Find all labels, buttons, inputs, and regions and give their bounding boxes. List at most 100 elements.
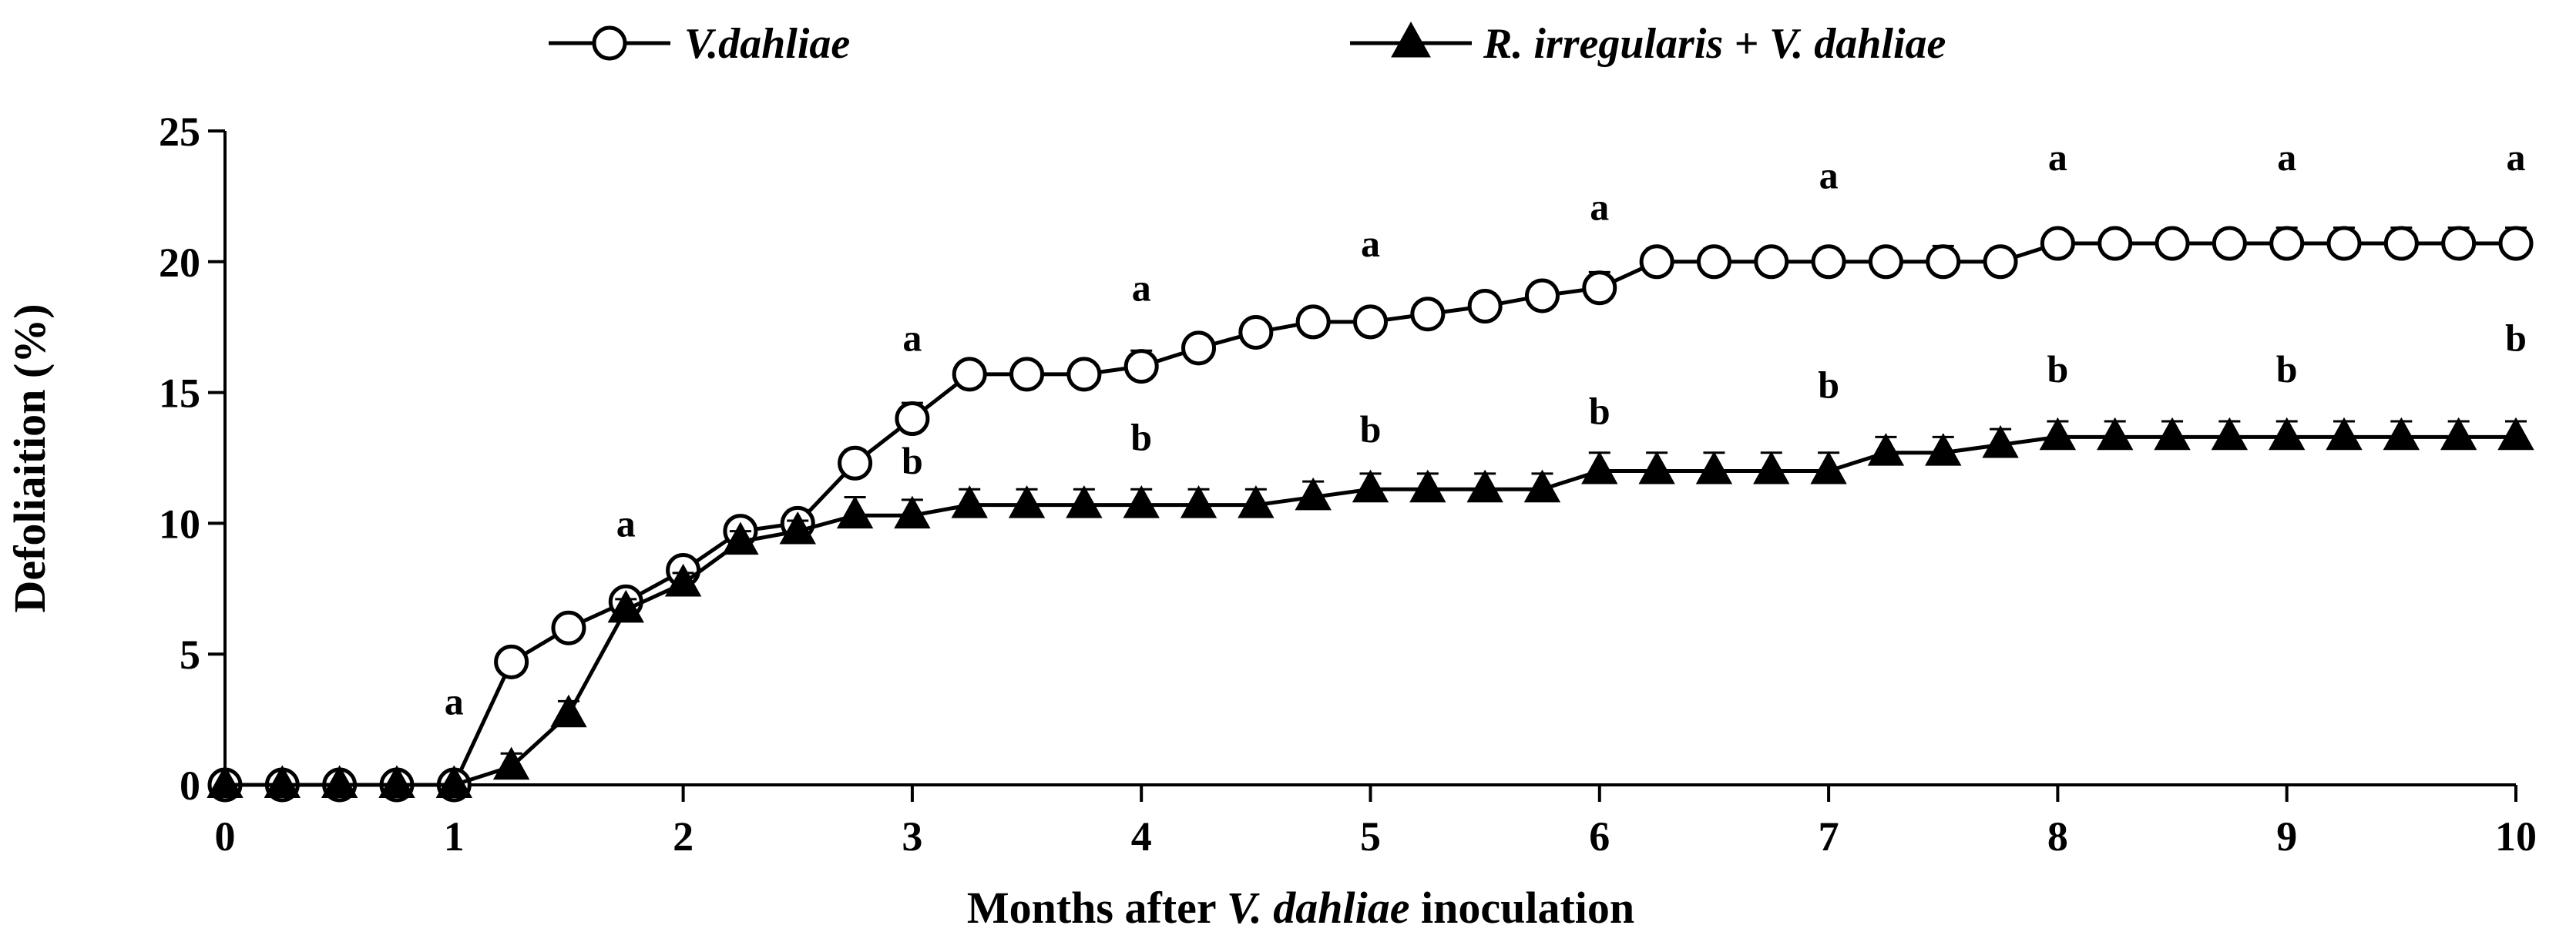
data-point <box>1753 451 1790 484</box>
x-axis: 0 1 2 3 4 5 6 7 8 9 10 <box>215 783 2537 860</box>
y-tick-label: 5 <box>180 632 200 678</box>
data-point <box>722 521 759 555</box>
significance-letter: a <box>445 679 464 722</box>
data-point <box>1754 244 1789 280</box>
data-point <box>2154 417 2191 451</box>
data-point <box>1868 244 1903 280</box>
data-point <box>2326 226 2362 261</box>
significance-letters: a a a b a b a b a b a b a b a b a b <box>445 136 2527 722</box>
data-point <box>1523 469 1561 503</box>
x-tick-label: 4 <box>1131 813 1152 860</box>
significance-letter: b <box>1360 407 1382 451</box>
data-point <box>895 401 930 437</box>
data-point <box>1867 433 1905 466</box>
significance-letter: a <box>1819 154 1839 197</box>
data-point <box>1353 304 1388 340</box>
data-point <box>2211 417 2249 451</box>
data-point <box>2212 226 2247 261</box>
data-point <box>664 563 702 597</box>
series-layer <box>207 226 2534 803</box>
x-tick-label: 5 <box>1360 813 1381 860</box>
data-point <box>2497 417 2534 451</box>
data-point <box>1466 469 1503 503</box>
y-axis-title: Defoliaition (%) <box>5 303 55 612</box>
x-tick-label: 8 <box>2047 813 2068 860</box>
data-point <box>2383 226 2419 261</box>
data-point <box>1695 451 1733 484</box>
significance-letter: a <box>616 501 636 545</box>
significance-letter: a <box>2507 136 2526 179</box>
data-point <box>435 765 473 798</box>
significance-letter: a <box>2277 136 2296 179</box>
significance-letter: a <box>1361 222 1380 265</box>
significance-letter: a <box>1132 267 1151 310</box>
y-tick-label: 25 <box>159 109 200 155</box>
data-point <box>1810 451 1847 484</box>
y-tick-label: 15 <box>159 370 200 417</box>
y-tick-label: 20 <box>159 240 200 286</box>
data-point <box>492 746 530 780</box>
data-point <box>2039 417 2077 451</box>
significance-letter: a <box>2048 136 2067 179</box>
data-point <box>321 765 358 798</box>
data-point <box>1238 314 1274 350</box>
legend-label: R. irregularis + V. dahliae <box>1483 20 1946 68</box>
data-point <box>494 644 529 679</box>
legend-marker-triangle <box>1391 22 1431 58</box>
data-point <box>1008 485 1046 518</box>
legend-item-1: R. irregularis + V. dahliae <box>1350 20 1946 68</box>
data-point <box>1295 304 1331 340</box>
significance-letter: a <box>1590 185 1609 228</box>
data-point <box>2326 417 2363 451</box>
data-point <box>1811 244 1846 280</box>
significance-letter: b <box>1130 415 1152 458</box>
legend-marker-circle <box>592 25 627 61</box>
y-tick-label: 0 <box>180 763 200 809</box>
data-point <box>838 445 873 481</box>
data-point <box>2383 417 2420 451</box>
x-tick-label: 2 <box>673 813 694 860</box>
data-point <box>1410 297 1446 332</box>
data-point <box>2097 417 2134 451</box>
data-point <box>1926 244 1961 280</box>
x-tick-label: 7 <box>1819 813 1839 860</box>
x-tick-label: 1 <box>444 813 465 860</box>
x-tick-label: 3 <box>902 813 922 860</box>
data-point <box>1009 357 1045 392</box>
data-point <box>1581 451 1618 484</box>
data-point <box>2440 417 2477 451</box>
data-point <box>2097 226 2133 261</box>
data-point <box>1352 469 1389 503</box>
x-tick-label: 0 <box>215 813 236 860</box>
data-point <box>1409 469 1446 503</box>
data-point <box>1123 349 1159 384</box>
significance-letter: a <box>902 316 922 359</box>
data-point <box>2498 226 2534 261</box>
data-point <box>550 694 587 728</box>
significance-letter: b <box>2047 347 2068 391</box>
data-point <box>1066 485 1103 518</box>
series-1 <box>207 417 2534 798</box>
data-point <box>1639 244 1674 280</box>
legend-item-0: V.dahliae <box>549 20 850 68</box>
x-tick-label: 10 <box>2495 813 2537 860</box>
significance-letter: b <box>2276 347 2298 391</box>
legend-label: V.dahliae <box>684 20 850 68</box>
data-point <box>607 589 644 623</box>
legend: V.dahliae R. irregularis + V. dahliae <box>549 20 1946 68</box>
data-point <box>2040 226 2075 261</box>
data-point <box>378 765 415 798</box>
x-axis-title-part-1: Months after <box>967 883 1227 933</box>
data-point <box>1295 477 1332 511</box>
data-point <box>1066 357 1102 392</box>
data-point <box>952 357 987 392</box>
x-axis-title-species: V. dahliae <box>1227 883 1409 933</box>
x-tick-label: 6 <box>1589 813 1610 860</box>
data-point <box>1638 451 1675 484</box>
data-point <box>2269 226 2305 261</box>
data-point <box>779 511 816 545</box>
data-point <box>2155 226 2190 261</box>
data-point <box>836 495 874 529</box>
data-point <box>1982 424 2019 458</box>
data-point <box>1582 270 1617 306</box>
